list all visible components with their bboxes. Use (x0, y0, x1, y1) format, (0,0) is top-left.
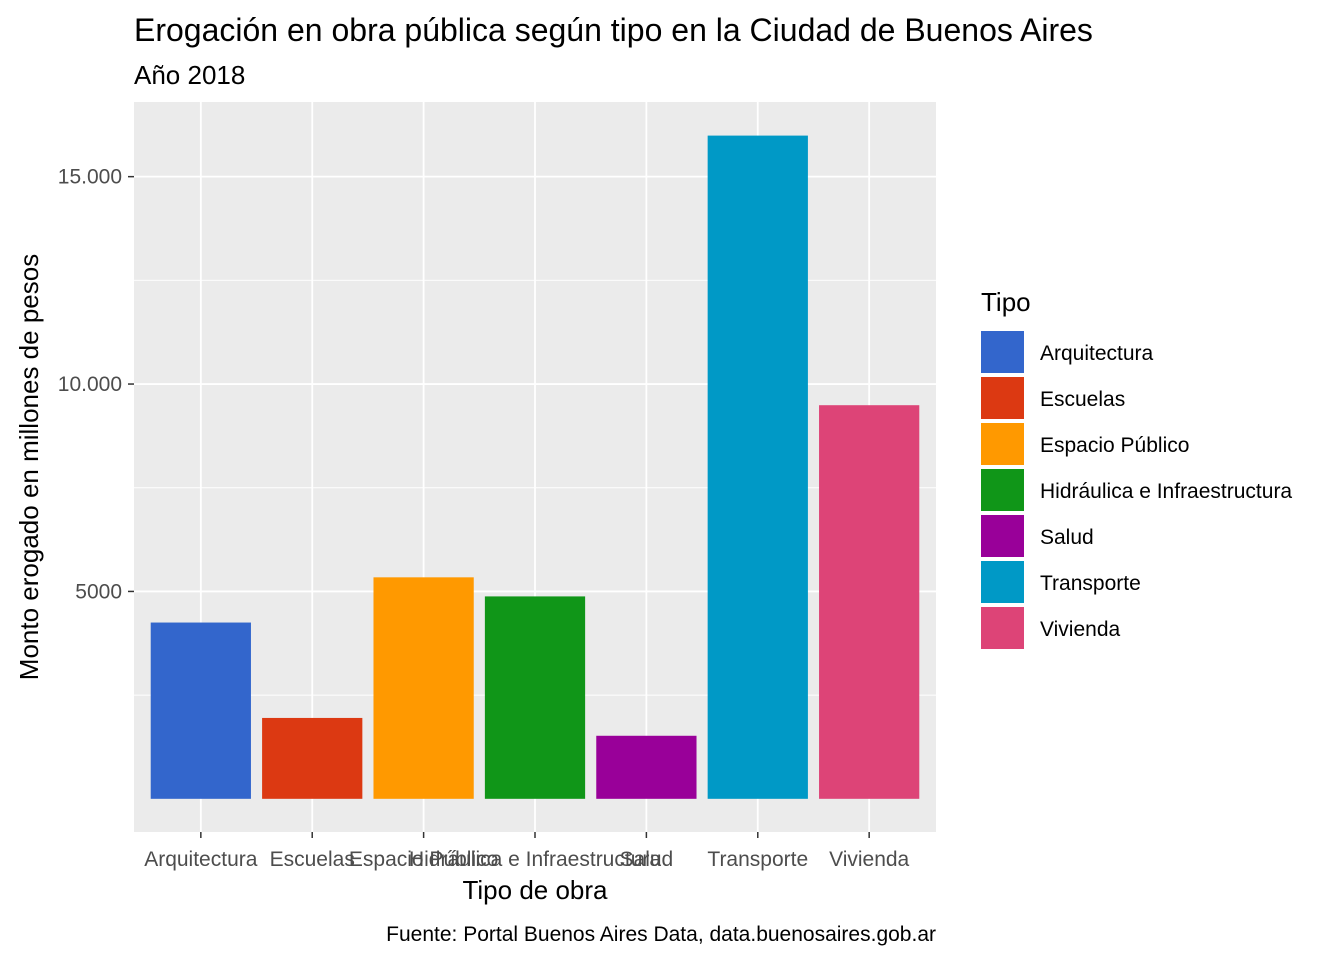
x-tick-label: Salud (620, 848, 674, 871)
legend-key-vivienda (981, 607, 1024, 649)
bar-arquitectura (150, 622, 251, 799)
legend-key-espacio-publico (981, 423, 1024, 465)
x-tick-label: Transporte (707, 848, 808, 871)
bars (150, 135, 920, 799)
legend-title: Tipo (981, 287, 1031, 317)
y-tick-label: 10.000 (58, 373, 122, 396)
y-axis: 5000 10.000 15.000 (58, 166, 134, 603)
legend-key-hidraulica-e-infraestructura (981, 469, 1024, 511)
legend-key-transporte (981, 561, 1024, 603)
x-tick-label: Espacio Público (349, 848, 498, 871)
y-tick-label: 15.000 (58, 166, 122, 189)
y-axis-title: Monto erogado en millones de pesos (14, 254, 44, 680)
legend-key-arquitectura (981, 331, 1024, 373)
chart-title: Erogación en obra pública según tipo en … (134, 12, 1093, 48)
bar-escuelas (262, 717, 363, 799)
legend-key-salud (981, 515, 1024, 557)
x-tick-label: Vivienda (829, 848, 909, 871)
legend-label: Vivienda (1040, 618, 1120, 641)
legend-label: Hidráulica e Infraestructura (1040, 480, 1292, 503)
bar-espacio-publico (373, 577, 474, 799)
legend: Arquitectura Escuelas Espacio Público Hidrá… (981, 331, 1292, 649)
bar-hidraulica-e-infraestructura (484, 596, 586, 799)
y-tick-label: 5000 (75, 580, 122, 603)
chart-subtitle: Año 2018 (134, 60, 245, 90)
legend-label: Arquitectura (1040, 342, 1154, 365)
x-tick-label: Hidráulica e Infraestructura (409, 848, 661, 871)
legend-label: Espacio Público (1040, 434, 1189, 457)
bar-transporte (707, 135, 808, 799)
legend-label: Transporte (1040, 572, 1141, 595)
x-tick-label: Arquitectura (144, 848, 258, 871)
bar-vivienda (819, 405, 920, 799)
x-tick-label: Escuelas (270, 848, 355, 871)
x-axis-title: Tipo de obra (462, 875, 608, 905)
legend-label: Escuelas (1040, 388, 1125, 411)
bar-salud (596, 735, 697, 799)
chart-caption: Fuente: Portal Buenos Aires Data, data.b… (386, 923, 936, 946)
legend-key-escuelas (981, 377, 1024, 419)
legend-label: Salud (1040, 526, 1094, 549)
